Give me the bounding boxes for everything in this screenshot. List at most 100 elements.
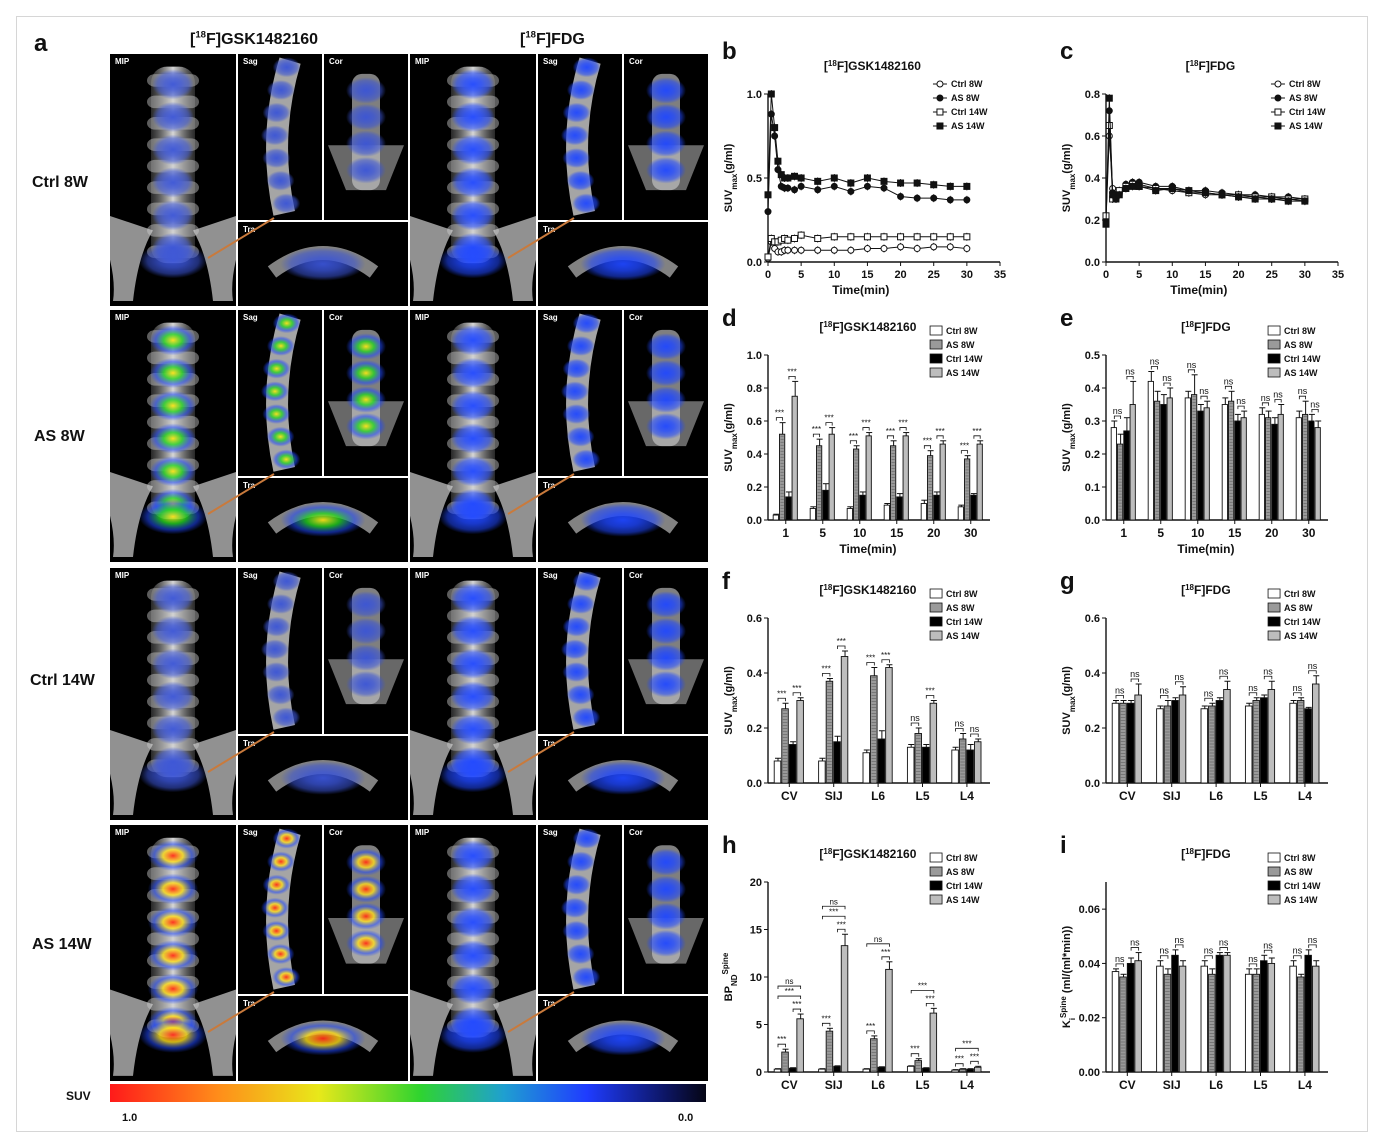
bar [970, 494, 977, 521]
significance-label: ns [1298, 386, 1308, 396]
y-tick-label: 0.0 [1085, 257, 1100, 269]
significance-label: *** [821, 665, 830, 674]
bar [1110, 427, 1117, 521]
legend-swatch [1267, 602, 1281, 613]
view-label-sag: Sag [543, 571, 558, 580]
y-tick-label: 0.0 [747, 257, 762, 269]
x-tick-label: SIJ [825, 789, 843, 803]
bar [1296, 976, 1305, 1073]
data-point [946, 182, 954, 190]
panel-letter-g: g [1060, 568, 1075, 595]
pet-gsk-tra-1: Tra [238, 478, 408, 562]
view-label-mip: MIP [415, 571, 430, 580]
bar [958, 738, 967, 784]
significance-label: ns [1199, 386, 1209, 396]
x-tick-label: 5 [1157, 526, 1164, 540]
significance-bracket [1293, 955, 1302, 959]
significance-label: *** [792, 684, 801, 693]
legend-label: Ctrl 8W [1284, 326, 1316, 336]
legend-label: Ctrl 14W [1284, 617, 1321, 627]
pet-gsk-mip-0: MIP [110, 54, 236, 306]
significance-bracket [825, 422, 833, 426]
data-point [1135, 182, 1143, 190]
bar [1223, 954, 1231, 1073]
significance-label: *** [955, 1055, 964, 1064]
significance-label: ns [970, 724, 980, 734]
x-tick-label: 20 [1232, 269, 1244, 281]
significance-label: ns [1175, 935, 1185, 945]
data-point [1102, 220, 1110, 228]
significance-bracket [1274, 399, 1282, 403]
significance-bracket [1293, 692, 1302, 696]
x-tick-label: 15 [890, 526, 904, 540]
x-tick-label: 5 [1136, 269, 1142, 281]
x-tick-label: L5 [916, 1078, 930, 1092]
bar [772, 514, 779, 521]
view-label-tra: Tra [243, 225, 256, 234]
data-point [814, 177, 822, 185]
significance-label: *** [785, 987, 794, 996]
legend-swatch [1267, 880, 1281, 891]
pet-gsk-cor-2: Cor [324, 568, 408, 734]
col-title-fdg: [18F]FDG [520, 30, 585, 49]
significance-bracket [1126, 376, 1134, 380]
bar [788, 744, 797, 784]
view-label-cor: Cor [329, 313, 343, 322]
bar [1178, 965, 1187, 1073]
significance-bracket [1115, 695, 1124, 699]
y-tick-label: 0.6 [747, 613, 762, 625]
data-point [797, 231, 805, 239]
significance-bracket [1219, 947, 1228, 951]
y-tick-label: 0.4 [747, 449, 763, 461]
bar [885, 968, 893, 1073]
significance-bracket [1248, 692, 1258, 696]
significance-bracket [1130, 678, 1140, 682]
pet-gsk-tra-3: Tra [238, 996, 408, 1081]
legend-label: AS 14W [1284, 895, 1318, 905]
significance-label: *** [777, 1035, 786, 1044]
x-tick-label: 1 [782, 526, 789, 540]
chart-f: [18F]GSK1482160 0.0 0.2 0.4 0.6 SUVmax(g/ml) C… [723, 583, 990, 803]
data-point [930, 181, 938, 189]
data-point [1284, 197, 1292, 205]
significance-bracket [837, 645, 846, 649]
legend-swatch [929, 866, 943, 877]
bar [966, 749, 974, 784]
x-tick-label: L4 [960, 789, 974, 803]
significance-label: *** [960, 442, 969, 451]
data-point [963, 182, 971, 190]
bar [933, 494, 940, 521]
bar [1215, 954, 1224, 1073]
y-tick-label: 0 [756, 1067, 762, 1079]
legend-marker [1274, 80, 1282, 88]
data-point [930, 233, 938, 241]
pet-fdg-tra-3: Tra [538, 996, 708, 1081]
legend-swatch [1267, 339, 1281, 350]
data-point [913, 179, 921, 187]
data-point [774, 157, 782, 165]
significance-label: *** [925, 687, 934, 696]
y-tick-label: 10 [750, 972, 762, 984]
bar [877, 1066, 886, 1073]
bar [846, 507, 853, 521]
data-point [1251, 195, 1259, 203]
legend-label: AS 8W [1289, 93, 1318, 103]
view-label-sag: Sag [243, 57, 258, 66]
col-title-fdg-text: [18F]FDG [520, 30, 585, 49]
legend-marker [936, 122, 944, 130]
y-axis-label: SUVmax(g/ml) [1061, 403, 1077, 472]
y-tick-label: 0.8 [747, 383, 762, 395]
y-tick-label: 0.4 [747, 668, 763, 680]
significance-bracket [970, 733, 979, 737]
y-tick-label: 0.2 [1085, 215, 1100, 227]
data-point [963, 196, 971, 204]
bar [1197, 410, 1204, 521]
legend-swatch [929, 367, 943, 378]
bar [1308, 420, 1315, 521]
legend-label: AS 14W [1289, 121, 1323, 131]
x-tick-label: CV [1119, 1078, 1136, 1092]
legend-swatch [929, 616, 943, 627]
x-tick-label: 1 [1120, 526, 1127, 540]
bar [1260, 960, 1268, 1073]
y-tick-label: 0.4 [1085, 668, 1101, 680]
